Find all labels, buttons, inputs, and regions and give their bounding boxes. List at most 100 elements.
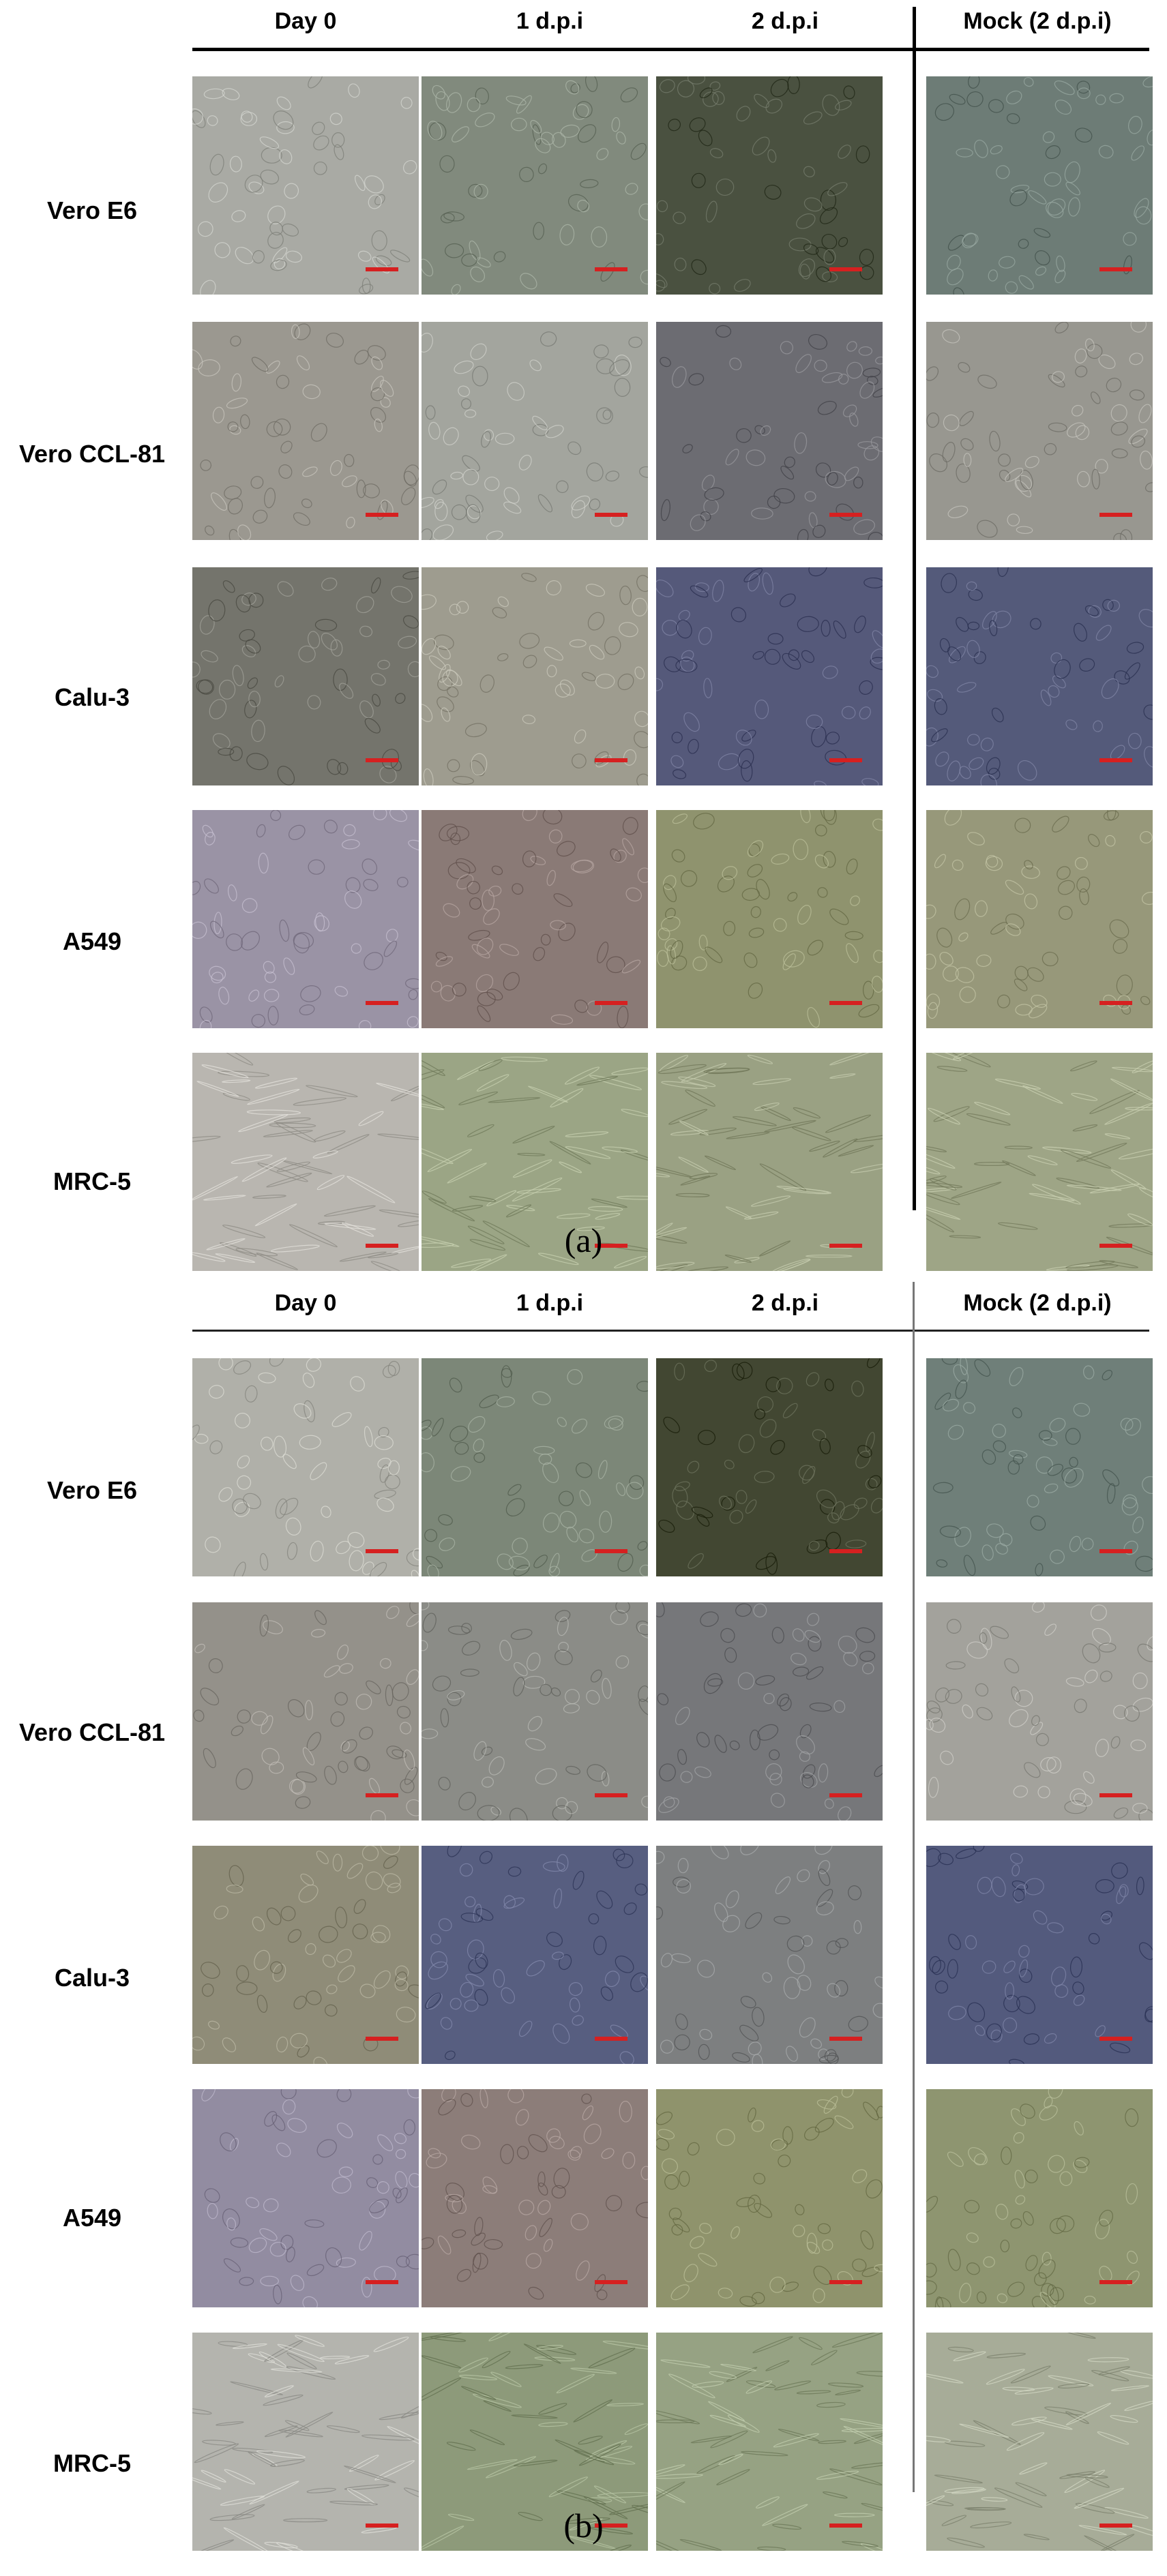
scale-bar-icon	[595, 758, 627, 762]
scale-bar-icon	[1099, 1549, 1132, 1553]
micrograph-mrc5-mock	[926, 1053, 1153, 1271]
row-label-vero-ccl81: Vero CCL-81	[18, 1718, 166, 1746]
micrograph-vero-ccl81-day0	[192, 1602, 419, 1821]
scale-bar-icon	[1099, 1001, 1132, 1005]
micrograph-a549-mock	[926, 810, 1153, 1028]
row-label-vero-e6: Vero E6	[46, 196, 138, 224]
scale-bar-icon	[595, 2280, 627, 2284]
scale-bar-icon	[366, 2037, 398, 2041]
micrograph-a549-day0	[192, 810, 419, 1028]
micrograph-calu3-2dpi	[656, 1846, 883, 2064]
scale-bar-icon	[1099, 267, 1132, 271]
scale-bar-icon	[829, 267, 862, 271]
micrograph-vero-ccl81-day0	[192, 322, 419, 540]
micrograph-calu3-day0	[192, 1846, 419, 2064]
scale-bar-icon	[595, 513, 627, 517]
scale-bar-icon	[829, 2037, 862, 2041]
micrograph-mrc5-2dpi	[656, 2333, 883, 2551]
panel-caption-b: (b)	[563, 2506, 604, 2545]
scale-bar-icon	[829, 1244, 862, 1248]
micrograph-vero-e6-1dpi	[422, 1358, 648, 1576]
row-label-a549: A549	[62, 2204, 122, 2232]
panel-caption-a: (a)	[564, 1221, 603, 1259]
column-header-mock: Mock (2 d.p.i)	[963, 8, 1112, 34]
row-label-mrc5: MRC-5	[53, 1167, 131, 1195]
column-header-1dpi: 1 d.p.i	[516, 1290, 584, 1316]
micrograph-vero-e6-mock	[926, 1358, 1153, 1576]
header-rule	[192, 1330, 1149, 1332]
micrograph-vero-e6-day0	[192, 76, 419, 295]
micrograph-vero-ccl81-2dpi	[656, 322, 883, 540]
header-rule	[192, 48, 1149, 51]
scale-bar-icon	[829, 1793, 862, 1797]
scale-bar-icon	[829, 1001, 862, 1005]
scale-bar-icon	[595, 1793, 627, 1797]
scale-bar-icon	[1099, 1793, 1132, 1797]
micrograph-mrc5-day0	[192, 1053, 419, 1271]
micrograph-calu3-1dpi	[422, 567, 648, 785]
scale-bar-icon	[1099, 513, 1132, 517]
micrograph-calu3-mock	[926, 567, 1153, 785]
row-label-calu3: Calu-3	[54, 683, 130, 711]
scale-bar-icon	[829, 2523, 862, 2528]
micrograph-a549-2dpi	[656, 810, 883, 1028]
scale-bar-icon	[366, 513, 398, 517]
micrograph-mrc5-2dpi	[656, 1053, 883, 1271]
micrograph-mrc5-1dpi	[422, 1053, 648, 1271]
scale-bar-icon	[1099, 1244, 1132, 1248]
scale-bar-icon	[366, 1793, 398, 1797]
row-label-vero-ccl81: Vero CCL-81	[18, 440, 166, 468]
column-header-1dpi: 1 d.p.i	[516, 8, 584, 34]
micrograph-a549-1dpi	[422, 810, 648, 1028]
scale-bar-icon	[595, 267, 627, 271]
scale-bar-icon	[829, 513, 862, 517]
row-label-mrc5: MRC-5	[53, 2449, 131, 2477]
column-header-day0: Day 0	[274, 1290, 337, 1316]
scale-bar-icon	[595, 1001, 627, 1005]
scale-bar-icon	[1099, 758, 1132, 762]
scale-bar-icon	[595, 2523, 627, 2528]
scale-bar-icon	[829, 758, 862, 762]
mock-divider	[913, 1282, 915, 2492]
micrograph-a549-1dpi	[422, 2089, 648, 2307]
micrograph-vero-e6-1dpi	[422, 76, 648, 295]
micrograph-vero-e6-2dpi	[656, 1358, 883, 1576]
scale-bar-icon	[829, 2280, 862, 2284]
scale-bar-icon	[595, 2037, 627, 2041]
scale-bar-icon	[366, 2280, 398, 2284]
micrograph-vero-ccl81-mock	[926, 1602, 1153, 1821]
column-header-mock: Mock (2 d.p.i)	[963, 1290, 1112, 1316]
row-label-calu3: Calu-3	[54, 1964, 130, 1992]
scale-bar-icon	[1099, 2280, 1132, 2284]
micrograph-calu3-2dpi	[656, 567, 883, 785]
scale-bar-icon	[366, 1001, 398, 1005]
micrograph-vero-ccl81-mock	[926, 322, 1153, 540]
scale-bar-icon	[829, 1549, 862, 1553]
scale-bar-icon	[366, 2523, 398, 2528]
column-header-2dpi: 2 d.p.i	[751, 1290, 819, 1316]
scale-bar-icon	[595, 1244, 627, 1248]
scale-bar-icon	[1099, 2523, 1132, 2528]
micrograph-mrc5-mock	[926, 2333, 1153, 2551]
column-header-day0: Day 0	[274, 8, 337, 34]
scale-bar-icon	[366, 1244, 398, 1248]
row-label-a549: A549	[62, 927, 122, 955]
micrograph-vero-ccl81-1dpi	[422, 1602, 648, 1821]
micrograph-vero-e6-day0	[192, 1358, 419, 1576]
micrograph-calu3-1dpi	[422, 1846, 648, 2064]
scale-bar-icon	[366, 758, 398, 762]
column-header-2dpi: 2 d.p.i	[751, 8, 819, 34]
row-label-vero-e6: Vero E6	[46, 1476, 138, 1504]
scale-bar-icon	[1099, 2037, 1132, 2041]
micrograph-calu3-day0	[192, 567, 419, 785]
micrograph-vero-e6-mock	[926, 76, 1153, 295]
micrograph-vero-ccl81-1dpi	[422, 322, 648, 540]
micrograph-vero-ccl81-2dpi	[656, 1602, 883, 1821]
scale-bar-icon	[366, 1549, 398, 1553]
micrograph-mrc5-1dpi	[422, 2333, 648, 2551]
micrograph-calu3-mock	[926, 1846, 1153, 2064]
micrograph-a549-mock	[926, 2089, 1153, 2307]
scale-bar-icon	[595, 1549, 627, 1553]
micrograph-mrc5-day0	[192, 2333, 419, 2551]
micrograph-a549-2dpi	[656, 2089, 883, 2307]
